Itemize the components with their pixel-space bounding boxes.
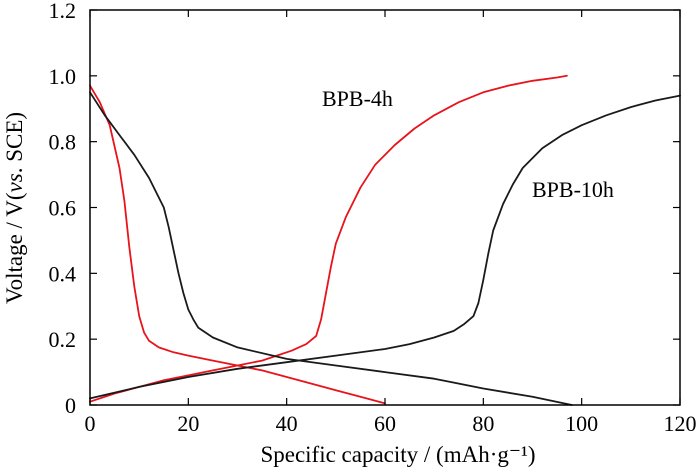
y-axis-title-part-2: . SCE) [2,112,27,173]
y-tick-label: 0.4 [49,261,77,286]
series-line-bpb-10h-discharge [89,91,573,406]
y-tick-label: 1.2 [49,0,77,23]
x-axis-ticks: 0 20 40 60 80 100 120 [85,10,697,436]
y-tick-label: 0 [65,393,76,418]
y-axis-title-part-1: Voltage / V( [2,192,27,304]
y-axis-title: Voltage / V(vs. SCE) [2,112,27,304]
x-tick-label: 120 [664,411,697,436]
x-axis-title: Specific capacity / (mAh·g⁻¹) [260,442,535,467]
y-axis-ticks: 0 0.2 0.4 0.6 0.8 1.0 1.2 [49,0,680,418]
chart-curves [89,74,681,406]
series-label-bpb-10h: BPB-10h [532,177,614,202]
x-tick-label: 0 [85,411,96,436]
x-tick-label: 20 [177,411,199,436]
plot-frame [89,9,681,406]
y-tick-label: 0.8 [49,130,77,155]
series-line-bpb-10h-charge [89,94,681,400]
series-label-bpb-4h: BPB-4h [322,86,393,111]
y-axis-title-vs: vs [2,173,27,192]
series-line-bpb-4h-charge [89,74,568,403]
y-tick-label: 0.2 [49,327,77,352]
y-tick-label: 1.0 [49,64,77,89]
x-tick-label: 100 [565,411,598,436]
x-tick-label: 60 [374,411,396,436]
series-line-bpb-4h-discharge [89,84,386,405]
x-tick-label: 80 [472,411,494,436]
y-tick-label: 0.6 [49,196,77,221]
x-tick-label: 40 [276,411,298,436]
